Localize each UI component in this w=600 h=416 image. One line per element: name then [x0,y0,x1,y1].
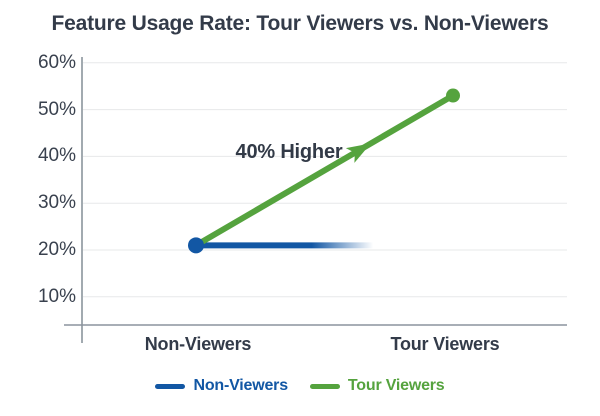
legend-swatch-non-viewers [155,383,186,389]
x-axis-label-non-viewers: Non-Viewers [144,334,252,354]
series-line-tour-viewers [193,92,456,249]
y-axis-tick-label: 20% [37,239,76,260]
annotation-40-percent-higher: 40% Higher [235,141,343,163]
y-axis-tick-label: 50% [37,98,76,120]
y-axis-tick-label: 30% [37,192,76,214]
legend-item-tour-viewers: Tour Viewers [309,377,445,395]
y-axis-tick-label: 10% [37,285,76,307]
data-point-non-viewers [188,237,204,254]
data-point-tour-viewers [446,88,460,103]
gridlines [83,62,567,298]
y-axis-tick-label: 60% [37,51,76,73]
chart-title: Feature Usage Rate: Tour Viewers vs. Non… [51,12,549,35]
y-axis-tick-label: 40% [37,145,76,167]
legend-label-tour-viewers: Tour Viewers [347,377,445,394]
legend-swatch-tour-viewers [309,383,340,389]
x-axis-label-tour-viewers: Tour Viewers [390,334,500,354]
arrow-head-icon [345,143,371,163]
legend-item-non-viewers: Non-Viewers [155,377,288,395]
legend-label-non-viewers: Non-Viewers [193,377,288,394]
legend: Non-Viewers Tour Viewers [0,377,600,395]
